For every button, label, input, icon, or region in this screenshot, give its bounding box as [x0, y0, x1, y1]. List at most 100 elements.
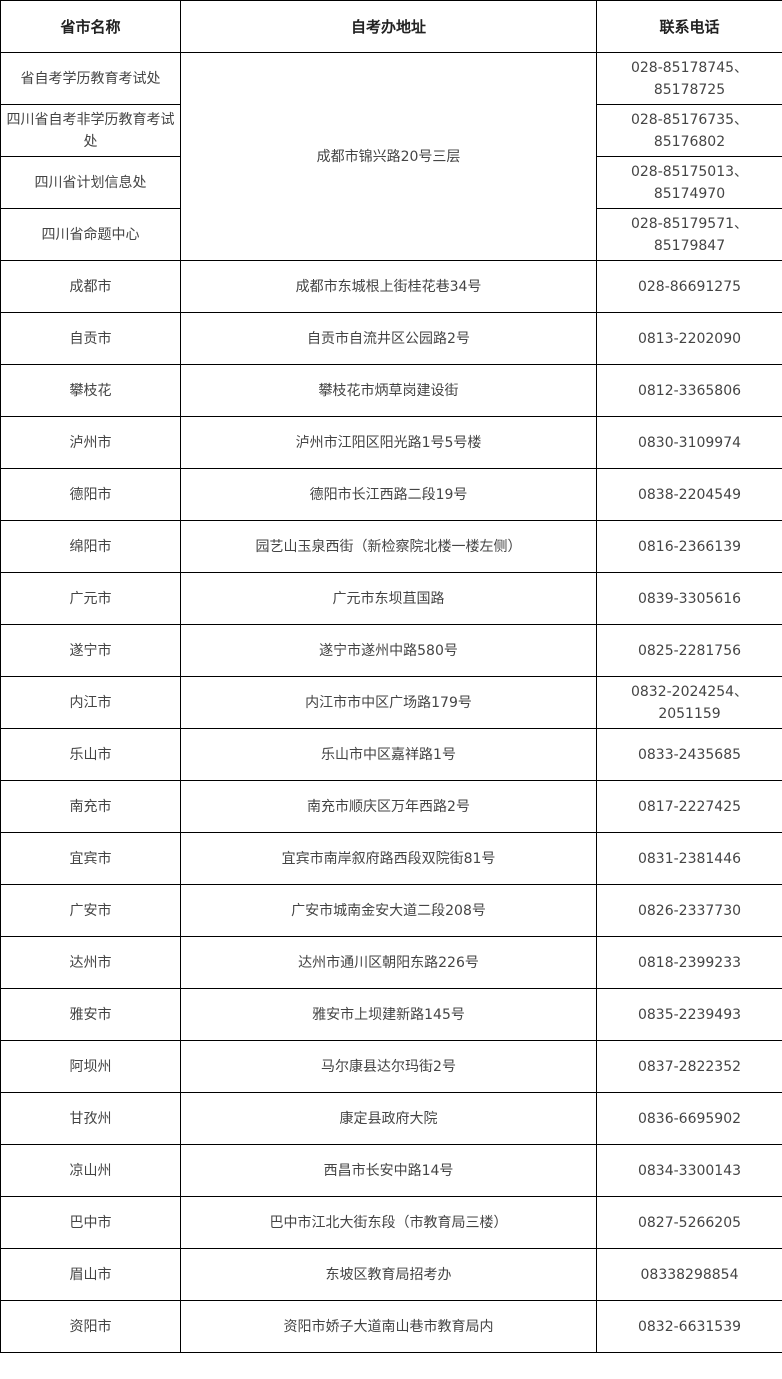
cell-name: 资阳市: [0, 1300, 181, 1353]
cell-phone: 0812-3365806: [596, 364, 782, 417]
cell-name: 攀枝花: [0, 364, 181, 417]
table-row: 达州市 达州市通川区朝阳东路226号 0818-2399233: [0, 936, 782, 989]
cell-phone: 0831-2381446: [596, 832, 782, 885]
cell-address: 康定县政府大院: [180, 1092, 597, 1145]
cell-address: 巴中市江北大街东段（市教育局三楼）: [180, 1196, 597, 1249]
table-row: 自贡市 自贡市自流井区公园路2号 0813-2202090: [0, 312, 782, 365]
cell-phone: 028-85176735、85176802: [596, 104, 782, 157]
cell-address: 成都市东城根上街桂花巷34号: [180, 260, 597, 313]
cell-name: 成都市: [0, 260, 181, 313]
cell-name: 遂宁市: [0, 624, 181, 677]
cell-name: 甘孜州: [0, 1092, 181, 1145]
cell-name: 南充市: [0, 780, 181, 833]
cell-address: 成都市锦兴路20号三层: [180, 52, 597, 261]
cell-address: 广元市东坝苴国路: [180, 572, 597, 625]
cell-name: 四川省计划信息处: [0, 156, 181, 209]
cell-name: 广安市: [0, 884, 181, 937]
cell-phone: 028-85178745、85178725: [596, 52, 782, 105]
cell-phone: 0833-2435685: [596, 728, 782, 781]
table-row: 省自考学历教育考试处 成都市锦兴路20号三层 028-85178745、851787…: [0, 52, 782, 261]
table-row: 攀枝花 攀枝花市炳草岗建设街 0812-3365806: [0, 364, 782, 417]
cell-address: 乐山市中区嘉祥路1号: [180, 728, 597, 781]
table-row: 泸州市 泸州市江阳区阳光路1号5号楼 0830-3109974: [0, 416, 782, 469]
cell-address: 宜宾市南岸叙府路西段双院街81号: [180, 832, 597, 885]
cell-phone: 0837-2822352: [596, 1040, 782, 1093]
table-row: 四川省计划信息处 028-85175013、85174970: [0, 156, 782, 209]
table-row: 乐山市 乐山市中区嘉祥路1号 0833-2435685: [0, 728, 782, 781]
cell-name: 阿坝州: [0, 1040, 181, 1093]
cell-phone: 0825-2281756: [596, 624, 782, 677]
cell-name: 省自考学历教育考试处: [0, 52, 181, 105]
cell-phone: 0818-2399233: [596, 936, 782, 989]
cell-address: 园艺山玉泉西街（新检察院北楼一楼左侧）: [180, 520, 597, 573]
table-row: 绵阳市 园艺山玉泉西街（新检察院北楼一楼左侧） 0816-2366139: [0, 520, 782, 573]
cell-address: 攀枝花市炳草岗建设街: [180, 364, 597, 417]
cell-name: 德阳市: [0, 468, 181, 521]
cell-phone: 0830-3109974: [596, 416, 782, 469]
cell-phone: 028-86691275: [596, 260, 782, 313]
cell-address: 资阳市娇子大道南山巷市教育局内: [180, 1300, 597, 1353]
cell-address: 马尔康县达尔玛街2号: [180, 1040, 597, 1093]
header-phone: 联系电话: [596, 0, 782, 53]
table-row: 阿坝州 马尔康县达尔玛街2号 0837-2822352: [0, 1040, 782, 1093]
cell-phone: 0826-2337730: [596, 884, 782, 937]
table-row: 四川省自考非学历教育考试处 028-85176735、85176802: [0, 104, 782, 157]
cell-phone: 0839-3305616: [596, 572, 782, 625]
table-row: 资阳市 资阳市娇子大道南山巷市教育局内 0832-6631539: [0, 1300, 782, 1353]
table-row: 四川省命题中心 028-85179571、85179847: [0, 208, 782, 261]
table-row: 眉山市 东坡区教育局招考办 08338298854: [0, 1248, 782, 1301]
cell-address: 达州市通川区朝阳东路226号: [180, 936, 597, 989]
header-row: 省市名称 自考办地址 联系电话: [0, 0, 782, 53]
cell-phone: 0816-2366139: [596, 520, 782, 573]
table-row: 巴中市 巴中市江北大街东段（市教育局三楼） 0827-5266205: [0, 1196, 782, 1249]
cell-phone: 0813-2202090: [596, 312, 782, 365]
cell-address: 自贡市自流井区公园路2号: [180, 312, 597, 365]
cell-name: 四川省命题中心: [0, 208, 181, 261]
header-address: 自考办地址: [180, 0, 597, 53]
cell-address: 雅安市上坝建新路145号: [180, 988, 597, 1041]
cell-address: 泸州市江阳区阳光路1号5号楼: [180, 416, 597, 469]
table-row: 内江市 内江市市中区广场路179号 0832-2024254、2051159: [0, 676, 782, 729]
cell-phone: 0832-2024254、2051159: [596, 676, 782, 729]
cell-phone: 0827-5266205: [596, 1196, 782, 1249]
cell-phone: 0832-6631539: [596, 1300, 782, 1353]
cell-name: 凉山州: [0, 1144, 181, 1197]
cell-name: 乐山市: [0, 728, 181, 781]
table-row: 甘孜州 康定县政府大院 0836-6695902: [0, 1092, 782, 1145]
cell-address: 西昌市长安中路14号: [180, 1144, 597, 1197]
cell-address: 内江市市中区广场路179号: [180, 676, 597, 729]
cell-phone: 0838-2204549: [596, 468, 782, 521]
cell-name: 眉山市: [0, 1248, 181, 1301]
cell-phone: 0835-2239493: [596, 988, 782, 1041]
table-row: 宜宾市 宜宾市南岸叙府路西段双院街81号 0831-2381446: [0, 832, 782, 885]
table-row: 德阳市 德阳市长江西路二段19号 0838-2204549: [0, 468, 782, 521]
cell-phone: 08338298854: [596, 1248, 782, 1301]
cell-name: 广元市: [0, 572, 181, 625]
cell-phone: 028-85179571、85179847: [596, 208, 782, 261]
table-row: 凉山州 西昌市长安中路14号 0834-3300143: [0, 1144, 782, 1197]
cell-phone: 0836-6695902: [596, 1092, 782, 1145]
table-row: 遂宁市 遂宁市遂州中路580号 0825-2281756: [0, 624, 782, 677]
cell-name: 四川省自考非学历教育考试处: [0, 104, 181, 157]
cell-address: 遂宁市遂州中路580号: [180, 624, 597, 677]
cell-address: 东坡区教育局招考办: [180, 1248, 597, 1301]
cell-address: 德阳市长江西路二段19号: [180, 468, 597, 521]
table-row: 成都市 成都市东城根上街桂花巷34号 028-86691275: [0, 260, 782, 313]
cell-address: 广安市城南金安大道二段208号: [180, 884, 597, 937]
cell-phone: 028-85175013、85174970: [596, 156, 782, 209]
table-row: 广安市 广安市城南金安大道二段208号 0826-2337730: [0, 884, 782, 937]
table-row: 南充市 南充市顺庆区万年西路2号 0817-2227425: [0, 780, 782, 833]
table-row: 雅安市 雅安市上坝建新路145号 0835-2239493: [0, 988, 782, 1041]
cell-name: 雅安市: [0, 988, 181, 1041]
cell-phone: 0817-2227425: [596, 780, 782, 833]
cell-name: 达州市: [0, 936, 181, 989]
cell-name: 自贡市: [0, 312, 181, 365]
cell-address: 南充市顺庆区万年西路2号: [180, 780, 597, 833]
header-name: 省市名称: [0, 0, 181, 53]
cell-name: 泸州市: [0, 416, 181, 469]
cell-name: 内江市: [0, 676, 181, 729]
cell-name: 巴中市: [0, 1196, 181, 1249]
cell-name: 绵阳市: [0, 520, 181, 573]
cell-name: 宜宾市: [0, 832, 181, 885]
